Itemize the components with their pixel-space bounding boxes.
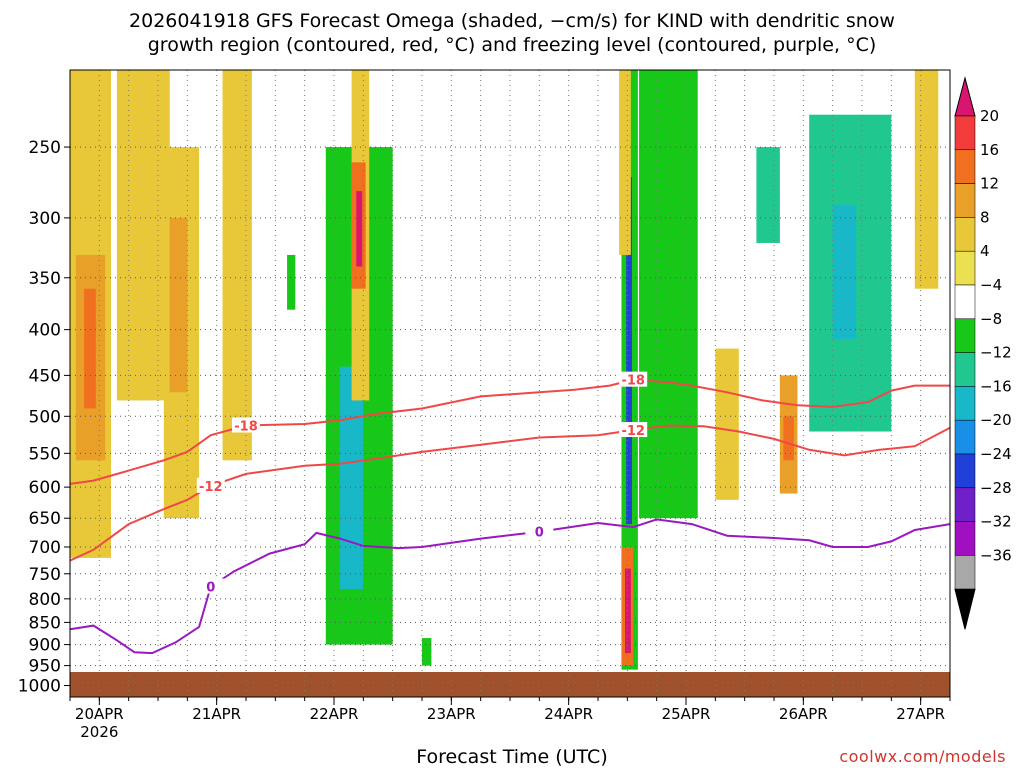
colorbar-swatch [954,183,976,218]
contour-label: 0 [535,526,544,541]
omega-region [339,366,364,590]
omega-region [619,70,631,255]
colorbar-label: 8 [980,208,990,226]
y-tick-label: 600 [29,478,61,498]
colorbar-top-arrow [954,76,976,117]
colorbar-swatch [954,352,976,387]
x-tick-label: 23APR [427,705,476,723]
omega-region [639,70,698,519]
colorbar-swatch [954,521,976,556]
colorbar-swatch [954,217,976,252]
y-tick-label: 1000 [18,677,61,697]
grid [69,70,951,697]
y-tick-label: 450 [29,366,61,386]
colorbar-swatch [954,487,976,522]
x-tick-label: 22APR [310,705,359,723]
contour-line [70,378,950,485]
contour-label-bg [196,578,225,594]
omega-region [715,348,739,500]
x-tick-label: 25APR [662,705,711,723]
y-tick-label: 850 [29,613,61,633]
colorbar-label: −28 [980,479,1012,497]
colorbar-label: 12 [980,175,999,193]
colorbar-swatch [954,453,976,489]
omega-region [422,638,432,666]
x-tick-label: 20APR [75,705,124,723]
y-tick-label: 400 [29,321,61,341]
omega-region [832,204,857,340]
colorbar-bottom-arrow [954,588,976,630]
colorbar-label: −24 [980,445,1012,463]
y-tick-label: 500 [29,407,61,427]
omega-region [914,70,939,289]
x-tick-label: 24APR [544,705,593,723]
omega-region [287,254,296,310]
x-tick-label: 21APR [192,705,241,723]
omega-region [356,191,363,267]
y-tick-label: 800 [29,590,61,610]
colorbar-label: −8 [980,310,1002,328]
colorbar-label: −20 [980,411,1012,429]
chart-title-line-1: 2026041918 GFS Forecast Omega (shaded, −… [129,10,895,32]
contour-label-bg [232,417,260,433]
colorbar-swatch [954,555,976,590]
omega-region [116,70,170,401]
contour-line [70,518,950,655]
omega-region [783,416,794,461]
ground-surface [70,672,950,697]
colorbar-label: −4 [980,276,1002,294]
omega-region [84,288,96,409]
contour-label: -18 [621,374,645,389]
omega-shading [70,70,939,670]
contour-line [70,424,950,562]
colorbar-label: −16 [980,377,1012,395]
x-axis-label: Forecast Time (UTC) [416,746,608,768]
x-tick-label: 27APR [896,705,945,723]
omega-region [626,176,633,525]
contour-label: -12 [621,424,645,439]
colorbar-swatch [954,284,976,320]
omega-region [756,147,780,243]
colorbar-swatch [954,250,976,286]
colorbar-swatch [954,419,976,455]
x-tick-label: 26APR [779,705,828,723]
y-tick-label: 300 [29,209,61,229]
y-tick-label: 350 [29,269,61,289]
contour-label: -18 [234,420,258,435]
chart-title-line-2: growth region (contoured, red, °C) and f… [147,34,877,56]
y-tick-label: 950 [29,657,61,677]
colorbar-label: 16 [980,141,999,159]
colorbar-swatch [954,115,976,151]
y-tick-label: 550 [29,444,61,464]
contour-label-bg [619,422,648,438]
credit-text: coolwx.com/models [839,747,1006,766]
y-tick-label: 650 [29,509,61,529]
contours: -18 -18 -12 -12 0 0 [70,371,950,655]
contour-label-bg [525,523,554,539]
y-tick-label: 750 [29,565,61,585]
y-tick-label: 700 [29,538,61,558]
contour-label-bg [196,477,225,493]
omega-region [169,217,188,393]
y-tick-label: 900 [29,636,61,656]
contour-label: 0 [206,581,215,596]
omega-region [624,568,631,654]
colorbar: 20 16 12 8 4 −4 −8 −12 −16 −20 −24 −28 −32 −36 [954,76,1012,630]
colorbar-label: −32 [980,513,1012,531]
omega-region [222,70,252,461]
colorbar-swatch [954,318,976,353]
contour-label-bg [619,371,648,387]
contour-label: -12 [199,480,223,495]
y-tick-label: 250 [29,138,61,158]
x-tick-sublabel: 2026 [80,723,118,741]
y-axis: 250 300 350 400 450 500 550 600 650 700 750 800 850 9… [18,138,70,697]
colorbar-label: 4 [980,242,990,260]
colorbar-swatch [954,149,976,184]
colorbar-swatch [954,386,976,421]
colorbar-label: 20 [980,107,999,125]
colorbar-label: −12 [980,344,1012,362]
colorbar-label: −36 [980,546,1012,564]
